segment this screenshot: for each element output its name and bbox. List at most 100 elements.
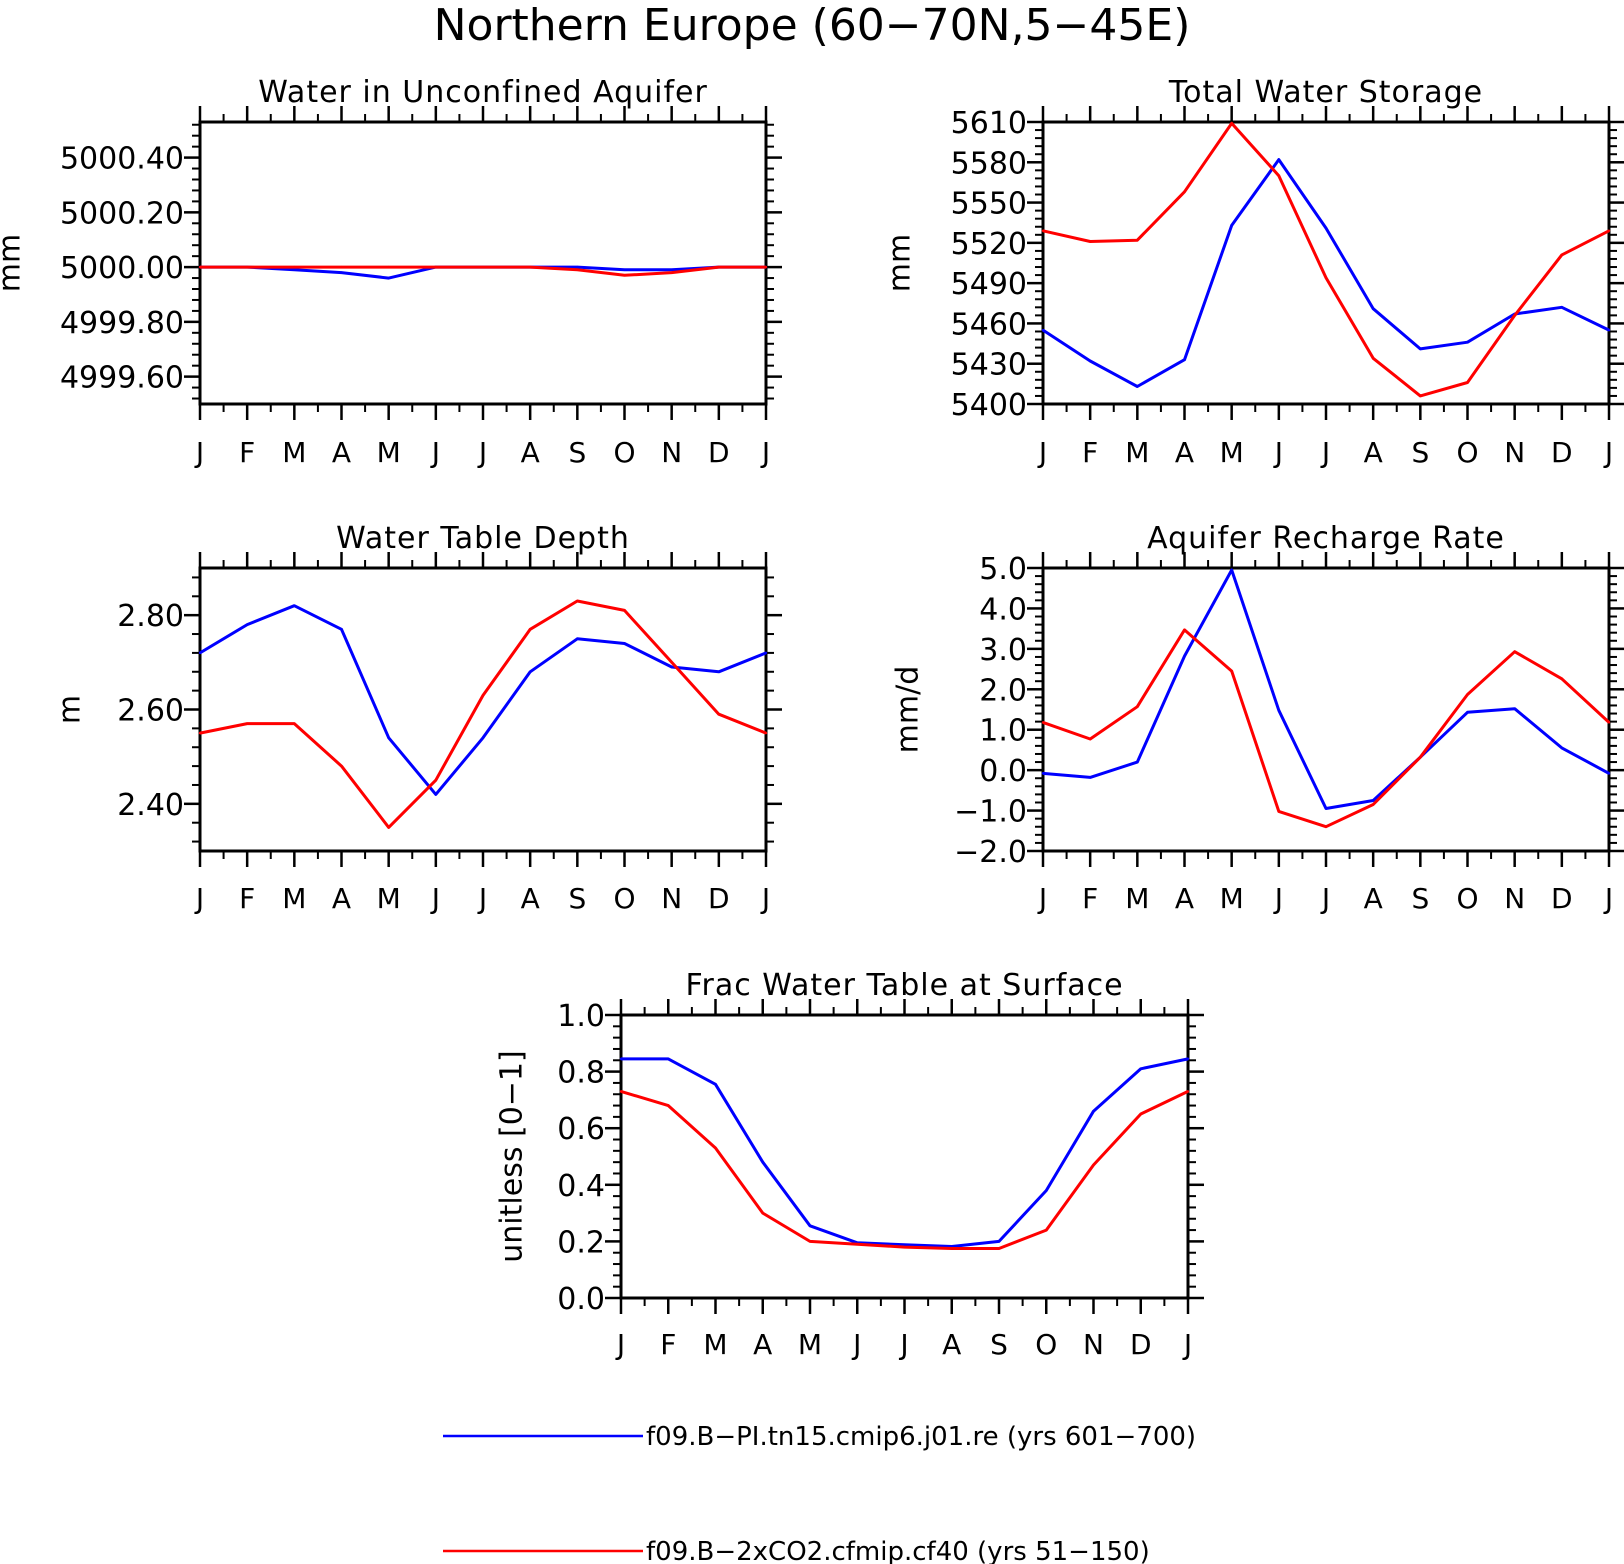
data-point xyxy=(434,779,438,782)
x-tick-label: J xyxy=(615,1328,625,1361)
x-tick-label: M xyxy=(377,436,401,469)
x-tick-label: J xyxy=(1182,1328,1192,1361)
x-tick-label: A xyxy=(332,436,351,469)
y-tick-label: 4999.60 xyxy=(60,361,184,396)
y-tick-label: 5610 xyxy=(951,106,1027,141)
data-point xyxy=(1088,776,1092,779)
data-point xyxy=(245,265,249,269)
data-point xyxy=(1045,1228,1048,1232)
series-line-2xco2 xyxy=(1042,121,1610,398)
data-point xyxy=(1324,807,1328,810)
y-axis-label: unitless [0−1] xyxy=(495,1050,530,1262)
x-tick-label: J xyxy=(194,882,204,915)
x-tick-label: D xyxy=(708,882,730,915)
x-tick-label: J xyxy=(851,1328,861,1361)
data-point xyxy=(1088,737,1092,741)
data-point xyxy=(1041,772,1045,775)
x-tick-label: N xyxy=(1083,1328,1104,1361)
x-tick-label: J xyxy=(1603,436,1613,469)
legend-label: f09.B−PI.tn15.cmip6.j01.re (yrs 601−700) xyxy=(646,1422,1196,1452)
data-point xyxy=(950,1247,953,1250)
x-tick-label: S xyxy=(1411,436,1429,469)
x-tick-label: S xyxy=(1411,882,1429,915)
x-tick-label: J xyxy=(898,1328,908,1361)
data-point xyxy=(528,265,532,269)
data-point xyxy=(670,665,673,669)
data-point xyxy=(717,265,721,269)
y-tick-label: 4999.80 xyxy=(60,306,184,341)
data-point xyxy=(761,1160,764,1164)
data-point xyxy=(528,670,532,673)
data-point xyxy=(576,268,579,272)
data-point xyxy=(245,722,249,725)
data-point xyxy=(808,1224,812,1228)
data-point xyxy=(808,1240,812,1243)
data-point xyxy=(1371,357,1375,360)
data-point xyxy=(481,694,485,697)
data-point xyxy=(1277,158,1281,161)
data-point xyxy=(1183,654,1186,658)
data-point xyxy=(997,1240,1001,1243)
data-point xyxy=(764,265,768,269)
y-tick-label: 0.6 xyxy=(557,1112,605,1147)
x-tick-label: M xyxy=(798,1328,822,1361)
series-line-pi-control xyxy=(1042,158,1610,388)
x-tick-label: O xyxy=(613,436,635,469)
data-point xyxy=(1607,721,1611,724)
data-point xyxy=(670,268,673,272)
y-tick-label: 2.0 xyxy=(979,673,1027,708)
data-point xyxy=(717,670,721,673)
panel-title: Water in Unconfined Aquifer xyxy=(258,75,708,110)
x-tick-label: F xyxy=(660,1328,676,1361)
x-tick-label: J xyxy=(430,436,440,469)
x-tick-label: M xyxy=(703,1328,727,1361)
data-point xyxy=(1371,799,1375,802)
figure-title: Northern Europe (60−70N,5−45E) xyxy=(434,0,1191,51)
data-point xyxy=(903,1243,906,1246)
data-point xyxy=(1186,1057,1190,1061)
data-point xyxy=(623,274,626,277)
data-point xyxy=(1136,705,1139,708)
x-tick-label: S xyxy=(990,1328,1008,1361)
data-point xyxy=(623,268,626,272)
data-point xyxy=(1466,693,1469,696)
x-tick-label: J xyxy=(1320,436,1330,469)
data-point xyxy=(903,1245,906,1249)
x-tick-label: O xyxy=(1456,882,1478,915)
data-point xyxy=(764,651,768,655)
y-tick-label: 5.0 xyxy=(979,552,1027,587)
data-point xyxy=(1371,803,1375,806)
x-tick-label: M xyxy=(282,436,306,469)
y-axis-label: m xyxy=(53,695,88,724)
data-point xyxy=(1324,825,1328,828)
x-tick-label: J xyxy=(1037,882,1047,915)
data-point xyxy=(1230,122,1233,125)
series-line-2xco2 xyxy=(199,599,767,829)
plot-frame xyxy=(1041,566,1611,853)
data-point xyxy=(387,265,390,269)
data-point xyxy=(1560,306,1564,309)
data-point xyxy=(1607,328,1611,332)
x-tick-label: A xyxy=(753,1328,772,1361)
data-point xyxy=(1045,1189,1048,1192)
x-tick-label: J xyxy=(1273,882,1283,915)
x-tick-label: A xyxy=(521,882,540,915)
data-point xyxy=(387,736,390,739)
data-point xyxy=(1139,1112,1142,1116)
data-point xyxy=(293,722,296,725)
data-point xyxy=(1186,1090,1190,1093)
data-point xyxy=(1277,174,1281,177)
x-tick-label: O xyxy=(613,882,635,915)
x-tick-label: O xyxy=(1035,1328,1057,1361)
x-tick-label: D xyxy=(1551,882,1573,915)
y-tick-label: 5000.20 xyxy=(60,196,184,231)
data-point xyxy=(1136,238,1139,242)
y-tick-label: 5520 xyxy=(951,227,1027,262)
plot-frame xyxy=(619,1013,1190,1300)
y-axis-label: mm xyxy=(0,234,28,292)
data-point xyxy=(1560,677,1564,680)
